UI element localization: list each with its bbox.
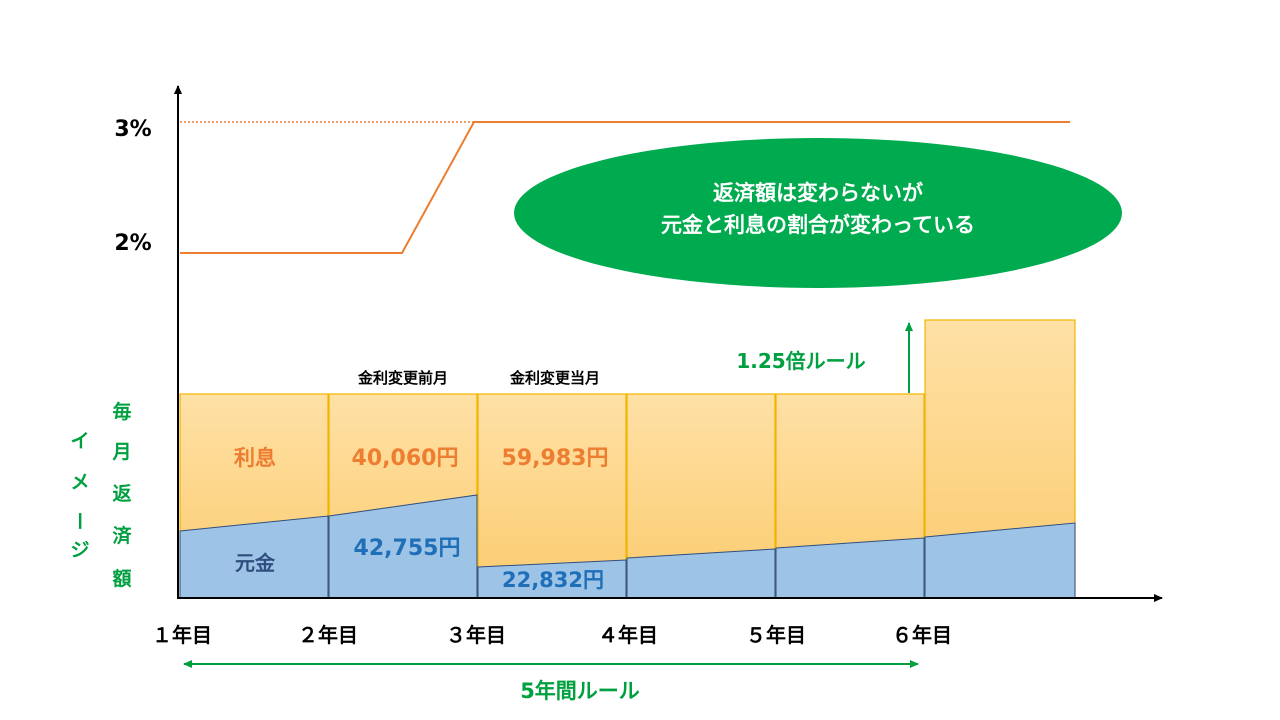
payment-block-before-change (328, 393, 478, 599)
rate-label-2pct: 2% (114, 231, 151, 256)
principal-segment (626, 548, 776, 599)
interest-label: 利息 (234, 446, 276, 470)
y-title-char: ー (68, 511, 90, 530)
label-before-change-month: 金利変更前月 (357, 369, 448, 387)
principal-label: 元金 (235, 551, 276, 575)
interest-amount-current: 59,983円 (502, 446, 609, 471)
y-title-char: 毎 (112, 400, 131, 423)
y-title-char: 済 (112, 524, 132, 547)
callout-line-1: 返済額は変わらないが (713, 181, 923, 205)
y-title-char: メ (70, 471, 89, 493)
year-label-1: １年目 (152, 623, 212, 647)
principal-amount-before: 42,755円 (354, 536, 461, 561)
rule-125-label: 1.25倍ルール (736, 349, 865, 373)
principal-amount-current: 22,832円 (502, 568, 604, 592)
year-label-2: ２年目 (298, 623, 358, 647)
y-title-char: 月 (111, 441, 131, 463)
payment-block-year6 (924, 319, 1076, 599)
y-title-char: イ (70, 430, 89, 452)
payment-block-year1 (179, 393, 329, 599)
rule-5yr-label: 5年間ルール (520, 679, 640, 703)
year-label-4: ４年目 (598, 623, 658, 647)
interest-amount-before: 40,060円 (352, 446, 459, 471)
year-label-5: ５年目 (746, 623, 806, 647)
year-label-3: ３年目 (446, 623, 506, 647)
payment-block-year5 (775, 393, 925, 599)
y-title-char: 返 (112, 483, 131, 505)
label-change-month: 金利変更当月 (509, 369, 600, 387)
principal-segment (775, 537, 925, 599)
y-title-char: 額 (112, 567, 131, 590)
y-axis-title: 毎 月 返 済 額 イ メ ー ジ (68, 400, 132, 590)
payment-block-year3b (626, 393, 776, 599)
year-label-6: ６年目 (892, 623, 952, 647)
y-title-char: ジ (70, 539, 89, 561)
callout-line-2: 元金と利息の割合が変わっている (661, 213, 975, 237)
rate-line (180, 121, 1070, 254)
rate-label-3pct: 3% (114, 117, 151, 142)
payment-block-change-month (477, 393, 627, 599)
callout-ellipse (514, 138, 1122, 288)
